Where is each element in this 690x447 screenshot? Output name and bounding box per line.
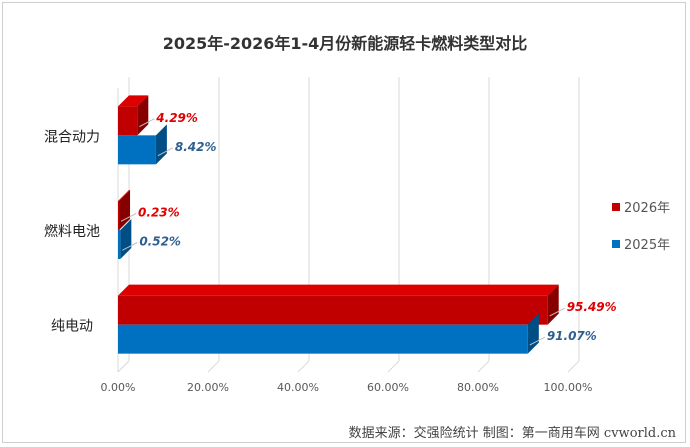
bar-side-face [527,313,539,354]
bar-top-face [118,284,559,296]
data-label: 0.52% [139,235,181,249]
bar-2026 [118,201,120,230]
bar-2026 [118,295,548,325]
data-label-leader [120,213,137,222]
gridline-floor [207,360,220,373]
category-label: 燃料电池 [44,223,100,240]
source-note: 数据来源：交强险统计 制图：第一商用车网 cvworld.cn [348,426,676,441]
data-label-leader [139,118,155,128]
chart-frame [2,2,686,443]
bar-side-face [547,284,559,325]
data-label-leader [529,336,546,346]
bar-top-face [118,190,131,201]
gridline-floor [117,360,130,373]
legend-swatch-2025 [612,240,620,248]
legend-label-2025: 2025年 [624,238,671,253]
bar-side-face [120,219,132,259]
bar-2026 [118,106,138,136]
gridline-floor [387,360,400,373]
bar-side-face [119,190,131,230]
bar-2025 [118,324,528,354]
x-tick-label: 100.00% [544,381,593,394]
bar-side-face [137,95,149,136]
gridline-floor [477,360,490,373]
category-label: 混合动力 [44,129,100,145]
bar-top-face [118,95,149,107]
legend-label-2026: 2026年 [624,201,671,216]
gridline-floor [567,360,580,373]
x-tick-label: 20.00% [187,381,229,394]
x-tick-label: 80.00% [457,381,499,394]
chart-title: 2025年-2026年1-4月份新能源轻卡燃料类型对比 [162,34,528,53]
bar-side-face [155,124,167,165]
bar-2025 [118,135,156,165]
x-tick-label: 0.00% [101,381,136,394]
legend-item-2025: 2025年 [612,234,670,253]
x-tick-label: 40.00% [277,381,319,394]
data-label: 0.23% [138,206,180,220]
data-label: 91.07% [547,329,597,343]
data-label: 95.49% [567,300,617,314]
legend-swatch-2026 [612,203,620,211]
data-label: 8.42% [175,140,217,154]
data-label: 4.29% [155,111,198,125]
data-label-leader [549,307,565,317]
data-label-leader [122,242,138,251]
bar-2025 [118,230,121,259]
data-label-leader [157,147,174,157]
x-tick-label: 60.00% [367,381,409,394]
category-label: 纯电动 [51,319,93,335]
gridline-floor [297,360,310,373]
legend-item-2026: 2026年 [612,197,670,216]
